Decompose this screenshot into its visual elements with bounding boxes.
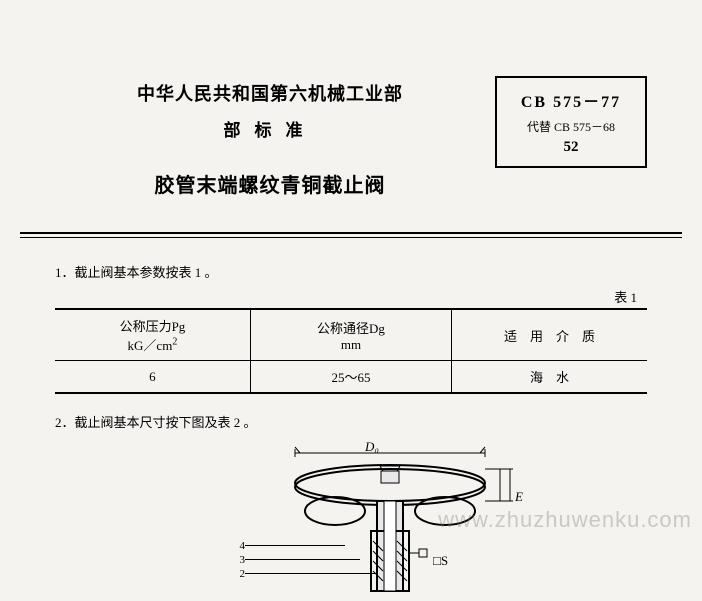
code-number: 52 [511, 139, 631, 156]
col3-head: 适 用 介 质 [504, 329, 595, 344]
col1-head-l1: 公称压力Pg [120, 319, 186, 334]
document-title: 胶管末端螺纹青铜截止阀 [125, 169, 415, 198]
callout-line [245, 559, 360, 560]
callout-line [245, 545, 345, 546]
note-2: 2．截止阀基本尺寸按下图及表 2 。 [55, 412, 647, 431]
code-box: CB 575－77 代替 CB 575－68 52 [495, 76, 647, 168]
table-1: 公称压力Pg kG／cm2 公称通径Dg mm 适 用 介 质 6 25～65 … [55, 308, 647, 394]
org-name: 中华人民共和国第六机械工业部 [125, 80, 415, 106]
col1-val: 6 [55, 361, 250, 394]
standard-label: 部标准 [125, 116, 415, 141]
callout-2: 2 [225, 567, 245, 581]
col2-head-l1: 公称通径Dg [317, 321, 385, 336]
watermark: www.zhuzhuwenku.com [438, 507, 692, 533]
divider [20, 232, 682, 238]
callout-numbers: 4 3 2 [225, 539, 245, 581]
col1-sup: 2 [172, 337, 177, 348]
callout-4: 4 [225, 539, 245, 553]
note-1: 1．截止阀基本参数按表 1 。 [55, 262, 647, 281]
callout-3: 3 [225, 553, 245, 567]
col3-val: 海 水 [452, 361, 647, 394]
table1-label: 表 1 [55, 287, 637, 306]
code-replace: 代替 CB 575－68 [511, 118, 631, 135]
col1-head-l2: kG／cm [128, 338, 173, 353]
col2-head-l2: mm [341, 337, 361, 352]
code-main: CB 575－77 [511, 88, 631, 112]
callout-line [245, 573, 375, 574]
col2-val: 25～65 [250, 361, 451, 394]
